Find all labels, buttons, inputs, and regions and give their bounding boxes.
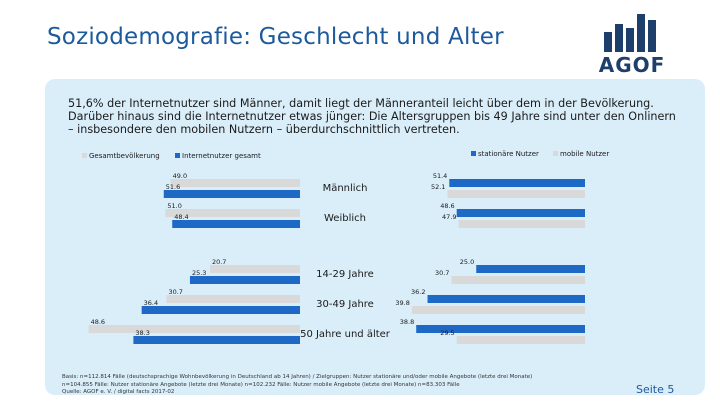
- legend-swatch-gesamtbevoelkerung: [82, 153, 87, 158]
- value-label-right-0-0: 51.4: [433, 172, 447, 180]
- source-line-2: n=104.855 Fälle: Nutzer stationäre Angeb…: [62, 381, 460, 388]
- value-label-left-0-4: 48.6: [91, 318, 105, 326]
- logo-text: AGOF: [598, 53, 666, 77]
- logo-bars-icon: [604, 14, 656, 52]
- category-label-4: 50 Jahre und älter: [300, 329, 391, 340]
- bar-right-1-3: [411, 306, 585, 314]
- bar-left-0-2: [209, 265, 300, 273]
- bar-right-0-2: [476, 265, 585, 273]
- value-label-right-1-3: 39.8: [395, 299, 409, 307]
- value-label-right-1-2: 30.7: [435, 269, 449, 277]
- value-label-right-0-2: 25.0: [460, 258, 474, 266]
- bar-left-0-3: [166, 295, 300, 303]
- value-label-right-0-3: 36.2: [411, 288, 425, 296]
- source-line-3: Quelle: AGOF e. V. / digital facts 2017-…: [62, 389, 175, 396]
- category-label-1: Weiblich: [324, 213, 366, 224]
- intro-text: 51,6% der Internetnutzer sind Männer, da…: [68, 97, 676, 136]
- legend-label-gesamtbevoelkerung: Gesamtbevölkerung: [89, 152, 160, 160]
- value-label-right-0-1: 48.6: [440, 202, 454, 210]
- value-label-right-1-4: 29.5: [440, 329, 454, 337]
- bar-left-0-4: [88, 325, 300, 333]
- bar-right-1-2: [451, 276, 585, 284]
- value-label-left-0-0: 49.0: [173, 172, 187, 180]
- bar-left-0-1: [165, 209, 300, 217]
- page-number: Seite 5: [636, 383, 675, 396]
- value-label-right-1-1: 47.9: [442, 213, 456, 221]
- butterfly-bar-chart: Gesamtbevölkerung Internetnutzer gesamt st…: [82, 150, 609, 344]
- bar-left-1-1: [172, 220, 300, 228]
- source-line-1: Basis: n=112.814 Fälle (deutschsprachige…: [62, 374, 533, 380]
- bar-right-1-1: [458, 220, 585, 228]
- bar-right-0-0: [449, 179, 585, 187]
- value-label-left-1-2: 25.3: [192, 269, 206, 277]
- category-label-3: 30-49 Jahre: [316, 299, 374, 310]
- bar-right-0-1: [456, 209, 585, 217]
- agof-logo: AGOF: [598, 10, 666, 77]
- source-note: Basis: n=112.814 Fälle (deutschsprachige…: [62, 374, 622, 397]
- value-label-left-1-1: 48.4: [174, 213, 188, 221]
- bar-left-1-4: [133, 336, 300, 344]
- bar-right-1-0: [447, 190, 585, 198]
- category-label-2: 14-29 Jahre: [316, 269, 374, 280]
- value-label-left-1-3: 36.4: [144, 299, 158, 307]
- value-label-left-1-0: 51.6: [166, 183, 180, 191]
- legend-label-stationaer: stationäre Nutzer: [478, 150, 539, 158]
- legend-swatch-stationaer: [471, 151, 476, 156]
- value-label-right-0-4: 38.8: [400, 318, 414, 326]
- value-label-left-0-1: 51.0: [167, 202, 181, 210]
- value-label-left-0-2: 20.7: [212, 258, 226, 266]
- slide-title: Soziodemografie: Geschlecht und Alter: [47, 24, 504, 50]
- bar-right-1-4: [456, 336, 585, 344]
- bar-left-1-0: [163, 190, 300, 198]
- value-label-right-1-0: 52.1: [431, 183, 445, 191]
- bar-right-0-4: [416, 325, 585, 333]
- legend-label-internetnutzer: Internetnutzer gesamt: [182, 152, 261, 160]
- bar-left-1-2: [189, 276, 300, 284]
- value-label-left-0-3: 30.7: [168, 288, 182, 296]
- legend-label-mobil: mobile Nutzer: [560, 150, 609, 158]
- bar-left-1-3: [141, 306, 300, 314]
- value-label-left-1-4: 38.3: [135, 329, 149, 337]
- legend-swatch-mobil: [553, 151, 558, 156]
- category-label-0: Männlich: [323, 183, 368, 194]
- legend-swatch-internetnutzer: [175, 153, 180, 158]
- bar-left-0-0: [170, 179, 300, 187]
- bar-right-0-3: [427, 295, 585, 303]
